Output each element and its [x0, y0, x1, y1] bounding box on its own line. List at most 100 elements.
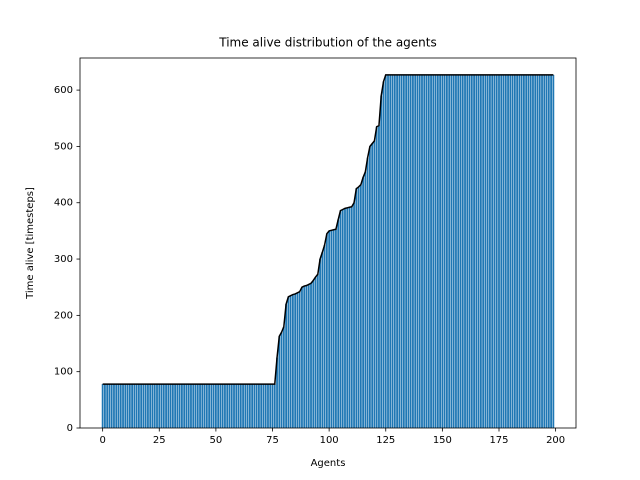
bar [301, 287, 303, 428]
x-axis-label: Agents [311, 458, 346, 469]
line [102, 74, 554, 385]
bar [296, 292, 299, 428]
bar [450, 74, 453, 429]
bar [181, 384, 183, 428]
bar [194, 384, 197, 428]
bar [332, 229, 335, 428]
bar [341, 209, 344, 428]
bar [523, 74, 525, 429]
bar [262, 384, 265, 428]
bar [541, 74, 543, 429]
bar [509, 74, 512, 429]
bar [153, 384, 156, 428]
bar [348, 207, 351, 428]
bar [142, 384, 145, 428]
bar [135, 384, 138, 428]
bar [418, 74, 421, 429]
bar [330, 230, 333, 428]
bar [543, 74, 546, 429]
bar [344, 208, 346, 428]
bar [305, 285, 308, 428]
bar [323, 244, 326, 428]
x-tick-label: 25 [153, 435, 166, 446]
bar [242, 384, 244, 428]
bar [396, 74, 398, 429]
bar [491, 74, 494, 429]
bar [307, 284, 310, 428]
bar [104, 384, 106, 428]
bar [226, 384, 229, 428]
bar [391, 74, 394, 429]
bar [169, 384, 172, 428]
bar [253, 384, 256, 428]
bar [421, 74, 423, 429]
bar [124, 384, 127, 428]
bar [165, 384, 167, 428]
chart-title: Time alive distribution of the agents [218, 36, 437, 50]
bar [493, 74, 496, 429]
bar [233, 384, 235, 428]
bar [149, 384, 152, 428]
bar [199, 384, 201, 428]
bar [416, 74, 419, 429]
x-tick-label: 75 [266, 435, 279, 446]
plot-frame [79, 57, 577, 429]
bar [441, 74, 444, 429]
bar [475, 74, 478, 429]
bar [187, 384, 190, 428]
bar [210, 384, 213, 428]
bar [276, 357, 278, 428]
bar [500, 74, 503, 429]
bar [434, 74, 437, 429]
bar [289, 295, 292, 428]
bar [212, 384, 215, 428]
bar [321, 252, 324, 428]
bar [353, 202, 355, 428]
bar [314, 277, 317, 428]
y-tick-label: 600 [54, 85, 73, 96]
bar [303, 286, 306, 428]
bar [466, 74, 469, 429]
bar [477, 74, 480, 429]
bar [502, 74, 505, 429]
bar [405, 74, 408, 429]
bar [364, 171, 367, 428]
bar [479, 74, 482, 429]
bar [278, 336, 281, 428]
bar [536, 74, 539, 429]
bar [147, 384, 149, 428]
bar [464, 74, 466, 429]
bar [316, 274, 319, 428]
bar [359, 184, 362, 428]
bar [452, 74, 455, 429]
bar [201, 384, 204, 428]
bar [171, 384, 174, 428]
bar [448, 74, 451, 429]
bar [126, 384, 129, 428]
bar [312, 280, 315, 428]
bar [532, 74, 534, 429]
bar [137, 384, 140, 428]
bar [525, 74, 528, 429]
bar [378, 125, 380, 429]
bar [280, 332, 283, 428]
bar [196, 384, 199, 428]
bar [208, 384, 211, 428]
bar [267, 384, 269, 428]
bar [346, 207, 349, 428]
bar [110, 384, 113, 428]
bar [235, 384, 238, 428]
bar [160, 384, 163, 428]
bar [513, 74, 516, 429]
bar [550, 74, 552, 429]
bar [162, 384, 165, 428]
bar [298, 291, 301, 428]
bar [357, 186, 360, 428]
bar [489, 74, 491, 429]
bar [221, 384, 224, 428]
bar [248, 384, 251, 428]
bar [534, 74, 537, 429]
bar [115, 384, 118, 428]
